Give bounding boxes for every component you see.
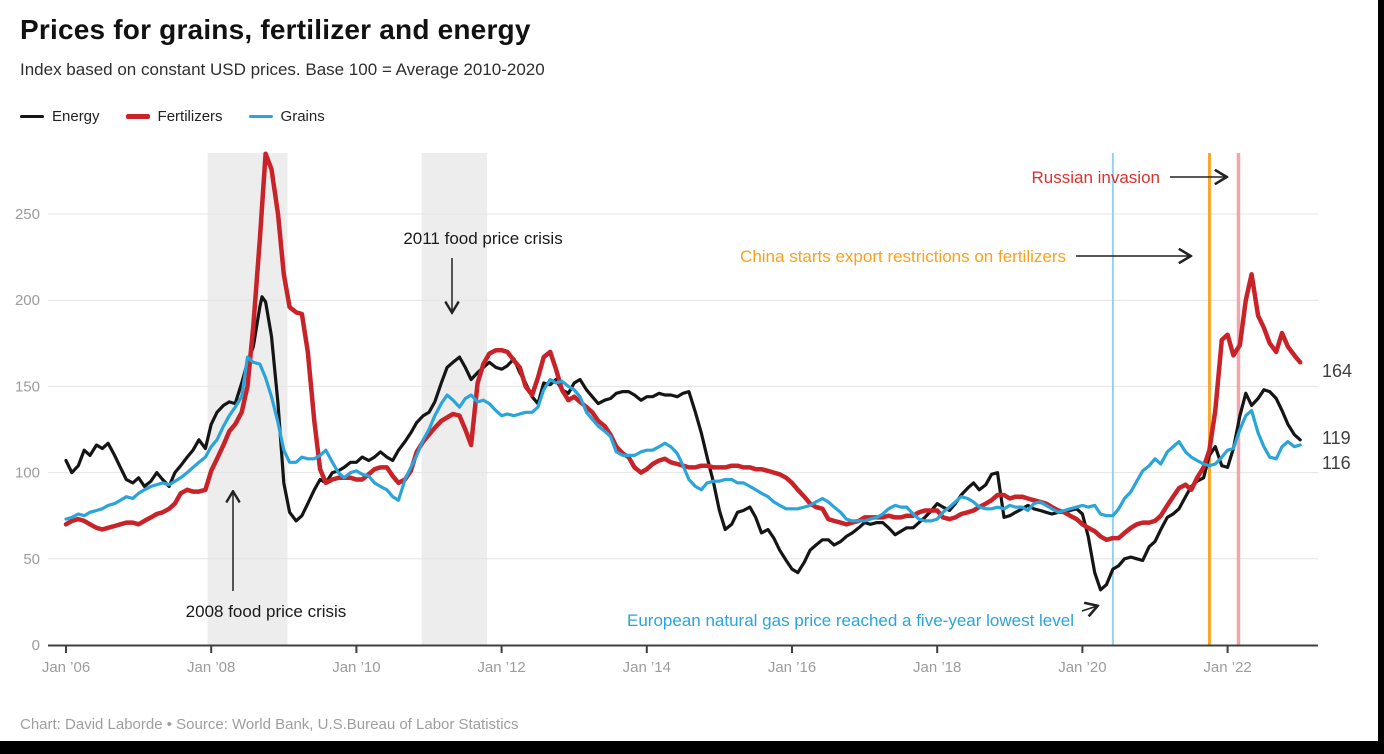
y-tick-label: 100 [15,465,40,482]
x-tick-label: Jan ’08 [187,659,235,676]
series-lines [63,151,1303,592]
legend-label-grains: Grains [280,108,325,125]
legend-item-energy: Energy [20,108,100,125]
x-tick-label: Jan ’06 [42,659,90,676]
x-tick-label: Jan ’20 [1058,659,1106,676]
series-line-energy [64,295,1302,592]
series-line-grains [64,355,1302,523]
series-end-labels: 164 119 116 [1322,361,1352,473]
screen-frame-bottom [0,741,1384,754]
axes: Jan ’06 Jan ’08 Jan ’10 Jan ’12 Jan ’14 Jan ’… [15,206,1318,676]
crisis-shaded-regions [207,153,488,645]
y-tick-label: 250 [15,206,40,223]
fertilizers-line-swatch-icon [125,114,150,119]
grains-line-swatch-icon [248,115,273,118]
legend: Energy Fertilizers Grains [20,108,325,125]
annotation-2011-crisis: 2011 food price crisis [403,229,563,312]
x-tick-label: Jan ’18 [913,659,961,676]
annotation-gas-low: European natural gas price reached a fiv… [627,606,1097,630]
x-tick-label: Jan ’12 [477,659,525,676]
annotation-china-restrictions-label: China starts export restrictions on fert… [740,247,1066,266]
annotation-gas-low-label: European natural gas price reached a fiv… [627,611,1074,630]
y-tick-label: 0 [32,637,40,654]
y-tick-label: 200 [15,292,40,309]
event-vertical-lines [1111,153,1241,645]
legend-item-grains: Grains [248,108,325,125]
annotation-russian-invasion-label: Russian invasion [1031,168,1160,187]
legend-label-energy: Energy [52,108,100,125]
energy-line-swatch-icon [20,115,44,118]
y-tick-label: 50 [23,551,40,568]
page-title: Prices for grains, fertilizer and energy [20,14,531,45]
annotation-2008-crisis-label: 2008 food price crisis [186,602,347,621]
legend-label-fertilizers: Fertilizers [157,108,223,125]
x-tick-label: Jan ’14 [623,659,671,676]
end-label-energy: 119 [1322,428,1351,448]
legend-item-fertilizers: Fertilizers [125,108,223,125]
x-tick-label: Jan ’16 [768,659,816,676]
y-tick-label: 150 [15,378,40,395]
annotation-gas-arrow-icon [1081,606,1097,611]
annotation-2008-crisis: 2008 food price crisis [186,492,347,621]
gridlines [48,213,1318,560]
page-subtitle: Index based on constant USD prices. Base… [20,60,545,79]
x-tick-label: Jan ’22 [1203,659,1251,676]
end-label-grains: 116 [1322,453,1351,473]
chart-credit: Chart: David Laborde • Source: World Ban… [20,716,519,733]
x-tick-label: Jan ’10 [332,659,380,676]
shaded-region [207,153,288,645]
annotation-china-restrictions: China starts export restrictions on fert… [740,247,1190,266]
screen-frame-right [1378,0,1384,754]
annotation-2011-crisis-label: 2011 food price crisis [403,229,562,248]
end-label-fertilizers: 164 [1322,361,1352,381]
annotation-russian-invasion: Russian invasion [1031,168,1226,187]
